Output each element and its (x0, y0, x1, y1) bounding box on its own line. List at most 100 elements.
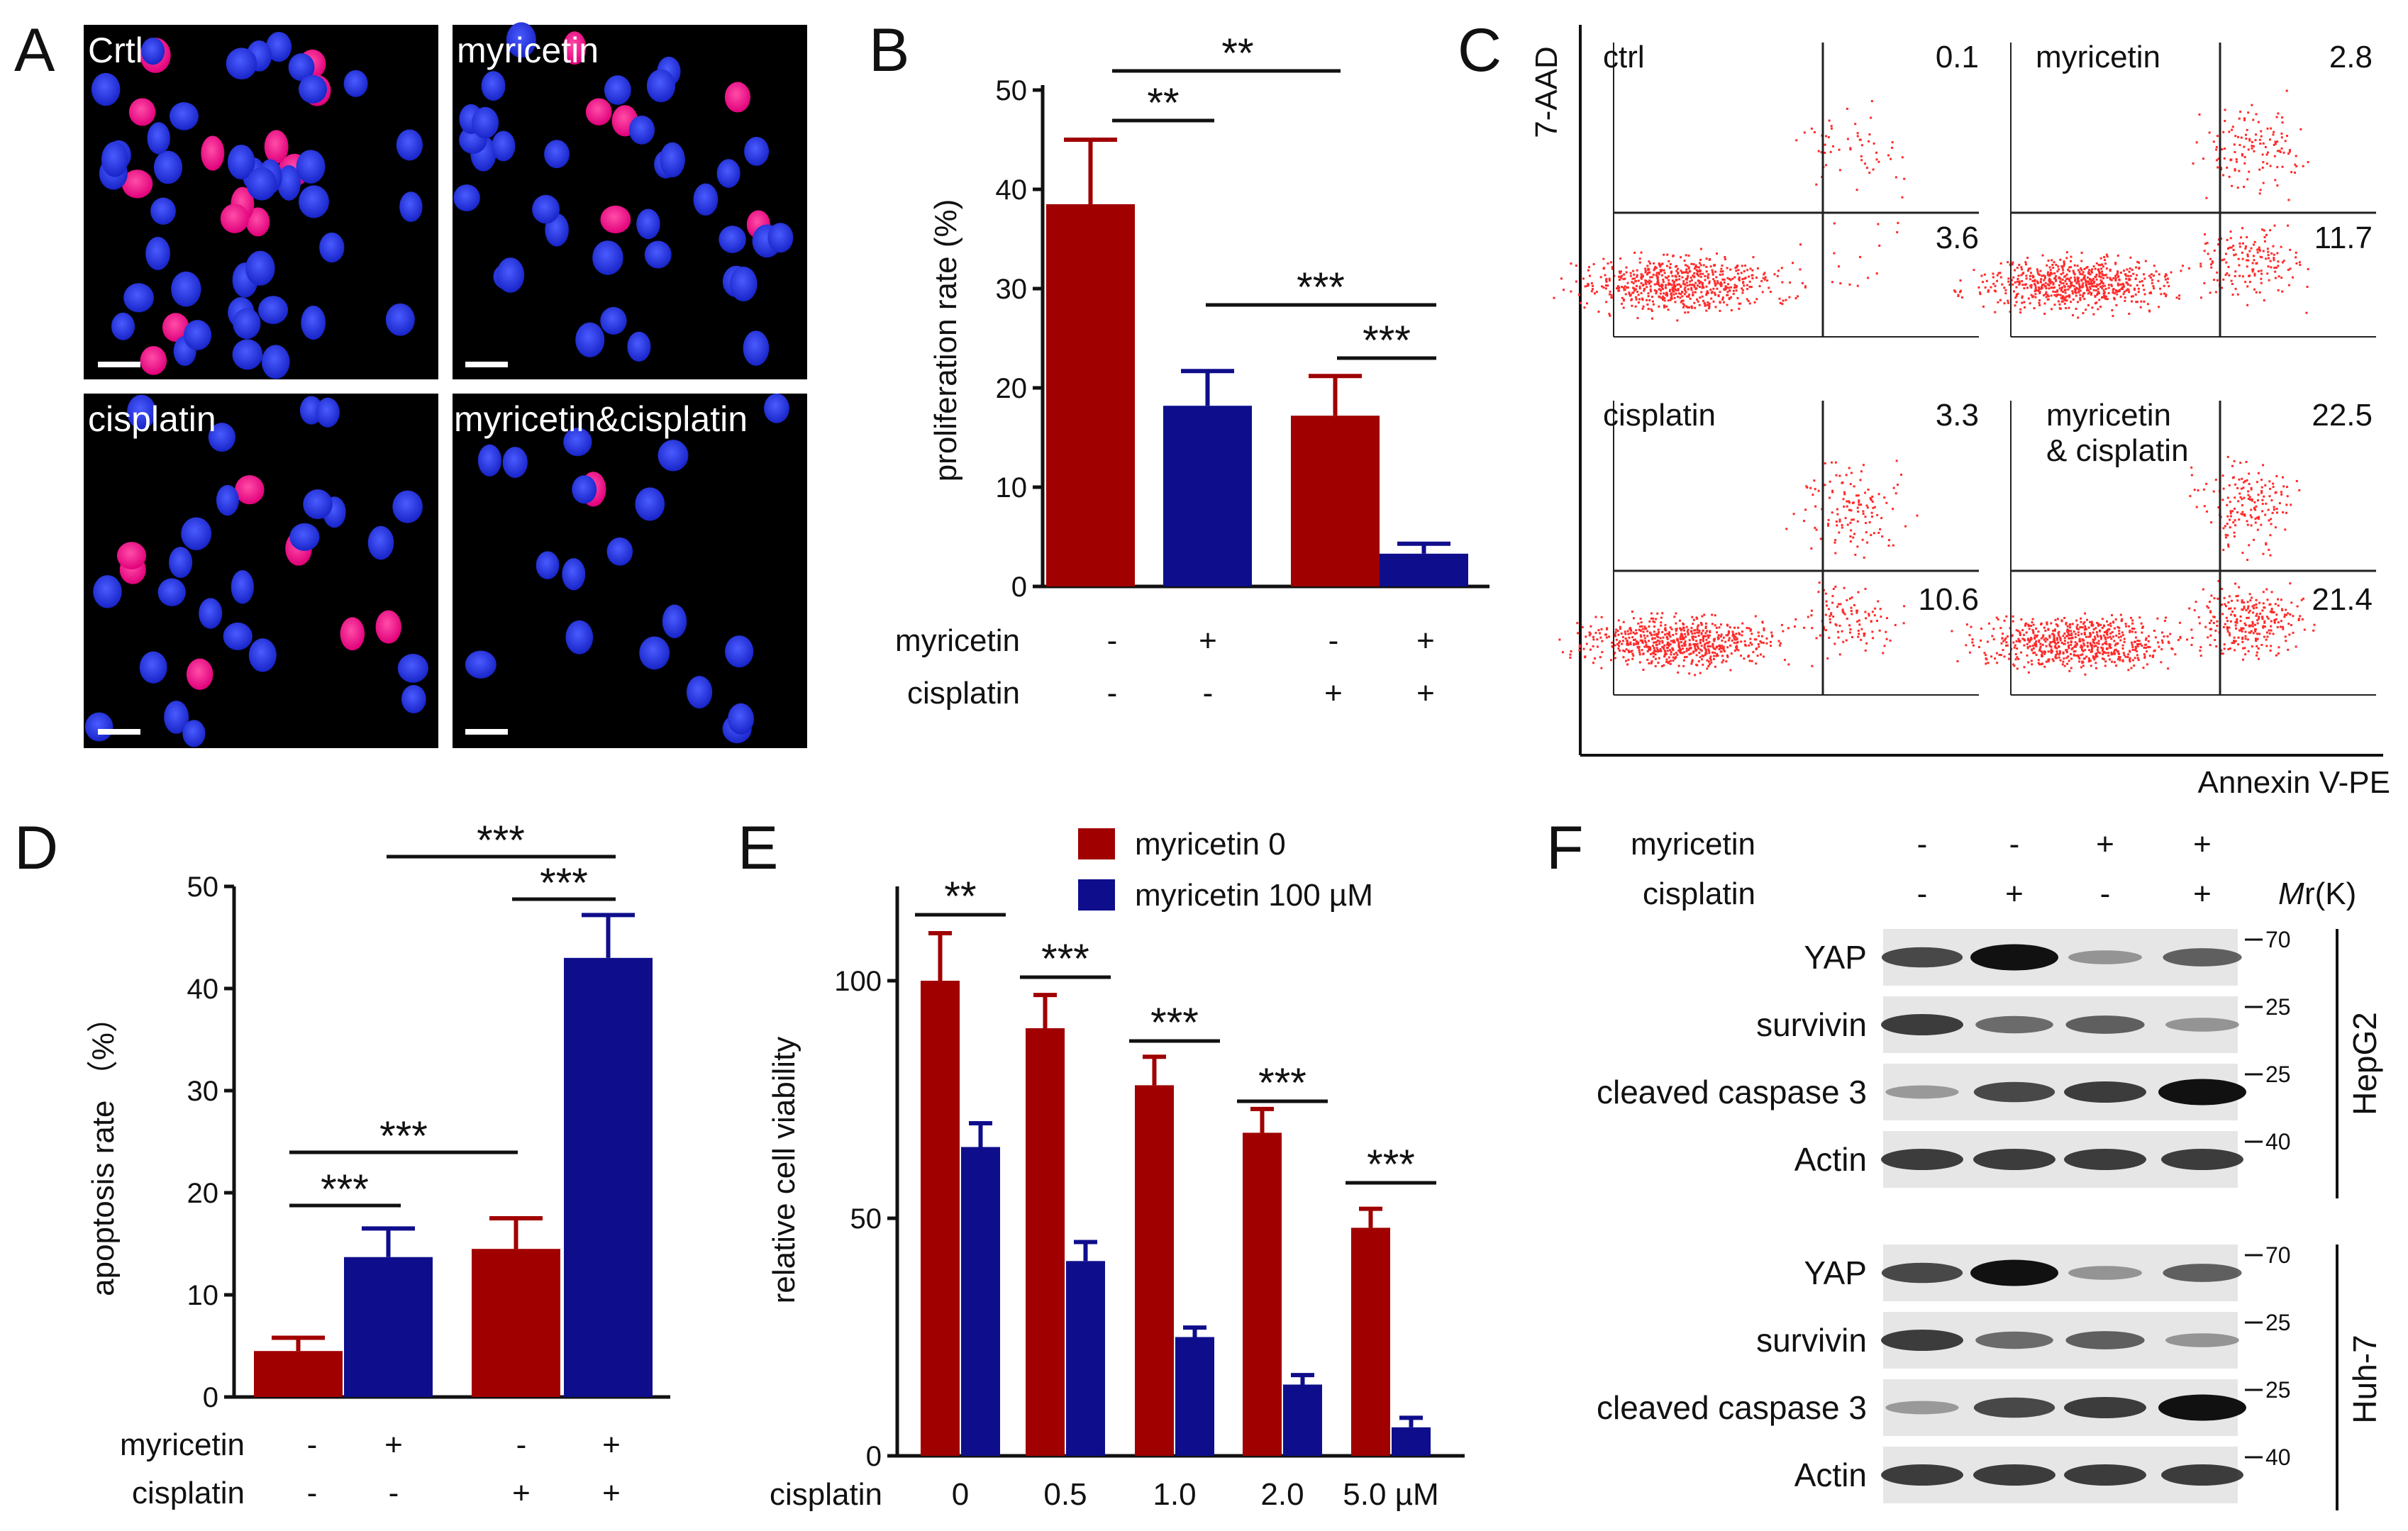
flow-event (1770, 645, 1772, 647)
flow-event (1704, 304, 1707, 307)
flow-event (2268, 629, 2270, 632)
flow-event (2122, 285, 2125, 288)
flow-event (1653, 630, 1655, 633)
flow-event (2234, 519, 2236, 522)
flow-event (1712, 657, 1715, 660)
flow-event (2043, 312, 2046, 315)
flow-event (2234, 649, 2236, 652)
flow-event (1609, 314, 1611, 317)
flow-event (2075, 643, 2078, 646)
flow-event (2027, 671, 2030, 674)
cell-nucleus (639, 636, 670, 670)
flow-event (2074, 291, 2077, 294)
cell-nucleus (544, 140, 570, 169)
flow-event (2270, 629, 2273, 632)
flow-event (1858, 501, 1860, 503)
flow-event (2027, 267, 2030, 270)
flow-event (1803, 520, 1806, 523)
flow-event (2268, 279, 2270, 282)
flow-event (1743, 284, 1746, 287)
flow-event (1599, 656, 1602, 659)
flow-event (2261, 616, 2264, 618)
flow-event (1656, 277, 1659, 279)
flow-event (2265, 233, 2268, 236)
flow-event (2110, 284, 2113, 286)
flow-event (1752, 651, 1755, 654)
flow-event (1587, 282, 1589, 285)
flow-event (2070, 633, 2073, 636)
flow-event (1710, 297, 1713, 300)
flow-event (1649, 288, 1652, 291)
flow-event (2102, 658, 2105, 661)
flow-event (1995, 616, 1998, 619)
flow-event (1897, 221, 1899, 224)
flow-event (2170, 647, 2173, 650)
flow-event (2131, 619, 2134, 622)
flow-event (2229, 159, 2232, 162)
flow-event (1691, 637, 1694, 640)
flow-event (2012, 663, 2015, 666)
flow-event (1640, 621, 1643, 624)
flow-event (2238, 492, 2241, 495)
flow-event (2251, 620, 2254, 623)
flow-event (2273, 155, 2276, 157)
flow-event (2043, 650, 2046, 653)
flow-event (2003, 286, 2006, 289)
flow-event (2153, 650, 2155, 652)
flow-event (1851, 501, 1854, 504)
flow-event (2082, 292, 2085, 295)
flow-event (1981, 281, 1984, 284)
bar (1163, 406, 1252, 586)
flow-event (1626, 639, 1629, 642)
flow-event (2071, 284, 2074, 286)
flow-event (2081, 284, 2084, 286)
flow-event (2107, 652, 2110, 655)
flow-event (2049, 273, 2052, 276)
flow-event (2234, 620, 2237, 623)
flow-event (2275, 508, 2278, 511)
flow-event (2024, 261, 2027, 264)
flow-event (2151, 279, 2153, 282)
flow-event (1653, 647, 1655, 650)
flow-event (2062, 272, 2065, 274)
flow-event (1668, 279, 1670, 282)
flow-event (2247, 650, 2250, 652)
flow-event (2049, 641, 2052, 644)
protein-band (1970, 1259, 2058, 1286)
flow-event (1747, 299, 1750, 302)
flow-event (1586, 284, 1589, 287)
flow-event (2049, 272, 2052, 274)
legend-label: myricetin 100 µM (1135, 878, 1373, 913)
flow-event (2045, 645, 2048, 647)
flow-event (2048, 643, 2051, 646)
flow-event (2276, 166, 2279, 169)
flow-event (1661, 298, 1664, 301)
flow-event (2223, 647, 2226, 650)
sign: + (1416, 623, 1435, 658)
flow-event (2108, 628, 2111, 630)
flow-event (1739, 302, 1742, 305)
flow-event (2231, 184, 2234, 187)
flow-event (1731, 277, 1734, 280)
flow-event (1695, 269, 1698, 272)
flow-event (2089, 620, 2092, 623)
y-axis-label: apoptosis rate （%） (86, 1001, 121, 1296)
flow-event (2029, 638, 2032, 641)
flow-event (2275, 654, 2278, 657)
flow-event (1849, 540, 1852, 543)
flow-event (1762, 642, 1765, 645)
flow-event (1708, 280, 1711, 283)
flow-event (1624, 650, 1626, 652)
flow-event (1999, 654, 2002, 657)
flow-event (2101, 657, 2104, 660)
flow-event (1713, 640, 1716, 642)
flow-event (1824, 143, 1826, 146)
flow-event (2096, 642, 2099, 645)
flow-event (2129, 630, 2131, 633)
flow-event (2164, 278, 2167, 281)
flow-event (1959, 279, 1962, 282)
flow-event (2220, 168, 2223, 171)
flow-event (2260, 490, 2263, 493)
flow-event (1835, 474, 1838, 477)
flow-event (1998, 654, 2001, 657)
